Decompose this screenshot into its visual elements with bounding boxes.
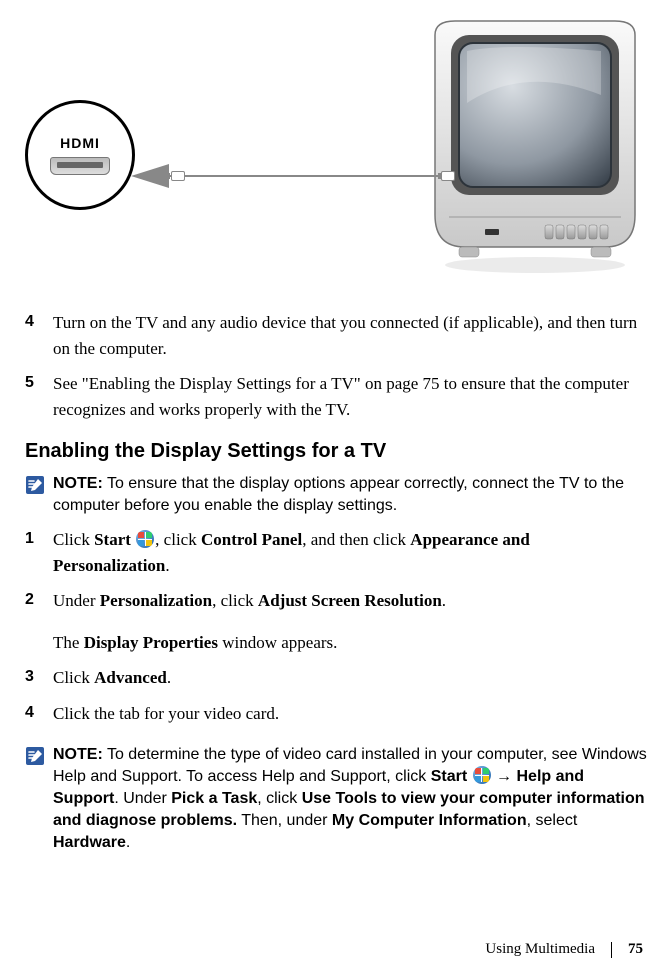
- step-text: Click the tab for your video card.: [53, 701, 648, 727]
- hdmi-label: HDMI: [60, 135, 100, 151]
- continuing-steps: 4 Turn on the TV and any audio device th…: [25, 310, 648, 422]
- cable-plug-icon: [441, 171, 455, 181]
- page-footer: Using Multimedia 75: [485, 941, 643, 958]
- note-block: NOTE: To ensure that the display options…: [25, 473, 648, 517]
- step-number: 4: [25, 310, 53, 361]
- step-text: See "Enabling the Display Settings for a…: [53, 371, 648, 422]
- note-block: NOTE: To determine the type of video car…: [25, 744, 648, 854]
- hdmi-port-icon: [50, 157, 110, 175]
- step-text: Turn on the TV and any audio device that…: [53, 310, 648, 361]
- tv-illustration: [425, 15, 645, 275]
- step-number: 3: [25, 665, 53, 691]
- step-item: 4 Click the tab for your video card.: [25, 701, 648, 727]
- step-text: Click Start , click Control Panel, and t…: [53, 527, 648, 578]
- cable-plug-icon: [171, 171, 185, 181]
- procedure-steps: 1 Click Start , click Control Panel, and…: [25, 527, 648, 614]
- note-icon: [25, 473, 53, 517]
- footer-section: Using Multimedia: [485, 941, 595, 958]
- step-item: 1 Click Start , click Control Panel, and…: [25, 527, 648, 578]
- step-item: 5 See "Enabling the Display Settings for…: [25, 371, 648, 422]
- step-item: 3 Click Advanced.: [25, 665, 648, 691]
- hdmi-connector-callout: HDMI: [25, 100, 135, 210]
- hdmi-to-tv-diagram: HDMI: [25, 15, 645, 280]
- note-text: NOTE: To determine the type of video car…: [53, 744, 648, 854]
- page-number: 75: [628, 941, 643, 958]
- step-number: 2: [25, 588, 53, 614]
- arrow-left-icon: [131, 164, 169, 188]
- step-item: 4 Turn on the TV and any audio device th…: [25, 310, 648, 361]
- windows-start-icon: [473, 766, 491, 784]
- footer-separator: [611, 942, 612, 958]
- procedure-steps-cont: 3 Click Advanced. 4 Click the tab for yo…: [25, 665, 648, 726]
- step-text: Click Advanced.: [53, 665, 648, 691]
- step-text: Under Personalization, click Adjust Scre…: [53, 588, 648, 614]
- step-number: 1: [25, 527, 53, 578]
- step-result-text: The Display Properties window appears.: [53, 630, 648, 656]
- step-number: 5: [25, 371, 53, 422]
- windows-start-icon: [136, 530, 154, 548]
- note-text: NOTE: To ensure that the display options…: [53, 473, 648, 517]
- note-icon: [25, 744, 53, 854]
- cable-illustration: [131, 173, 451, 179]
- step-number: 4: [25, 701, 53, 727]
- section-heading: Enabling the Display Settings for a TV: [25, 440, 648, 463]
- step-item: 2 Under Personalization, click Adjust Sc…: [25, 588, 648, 614]
